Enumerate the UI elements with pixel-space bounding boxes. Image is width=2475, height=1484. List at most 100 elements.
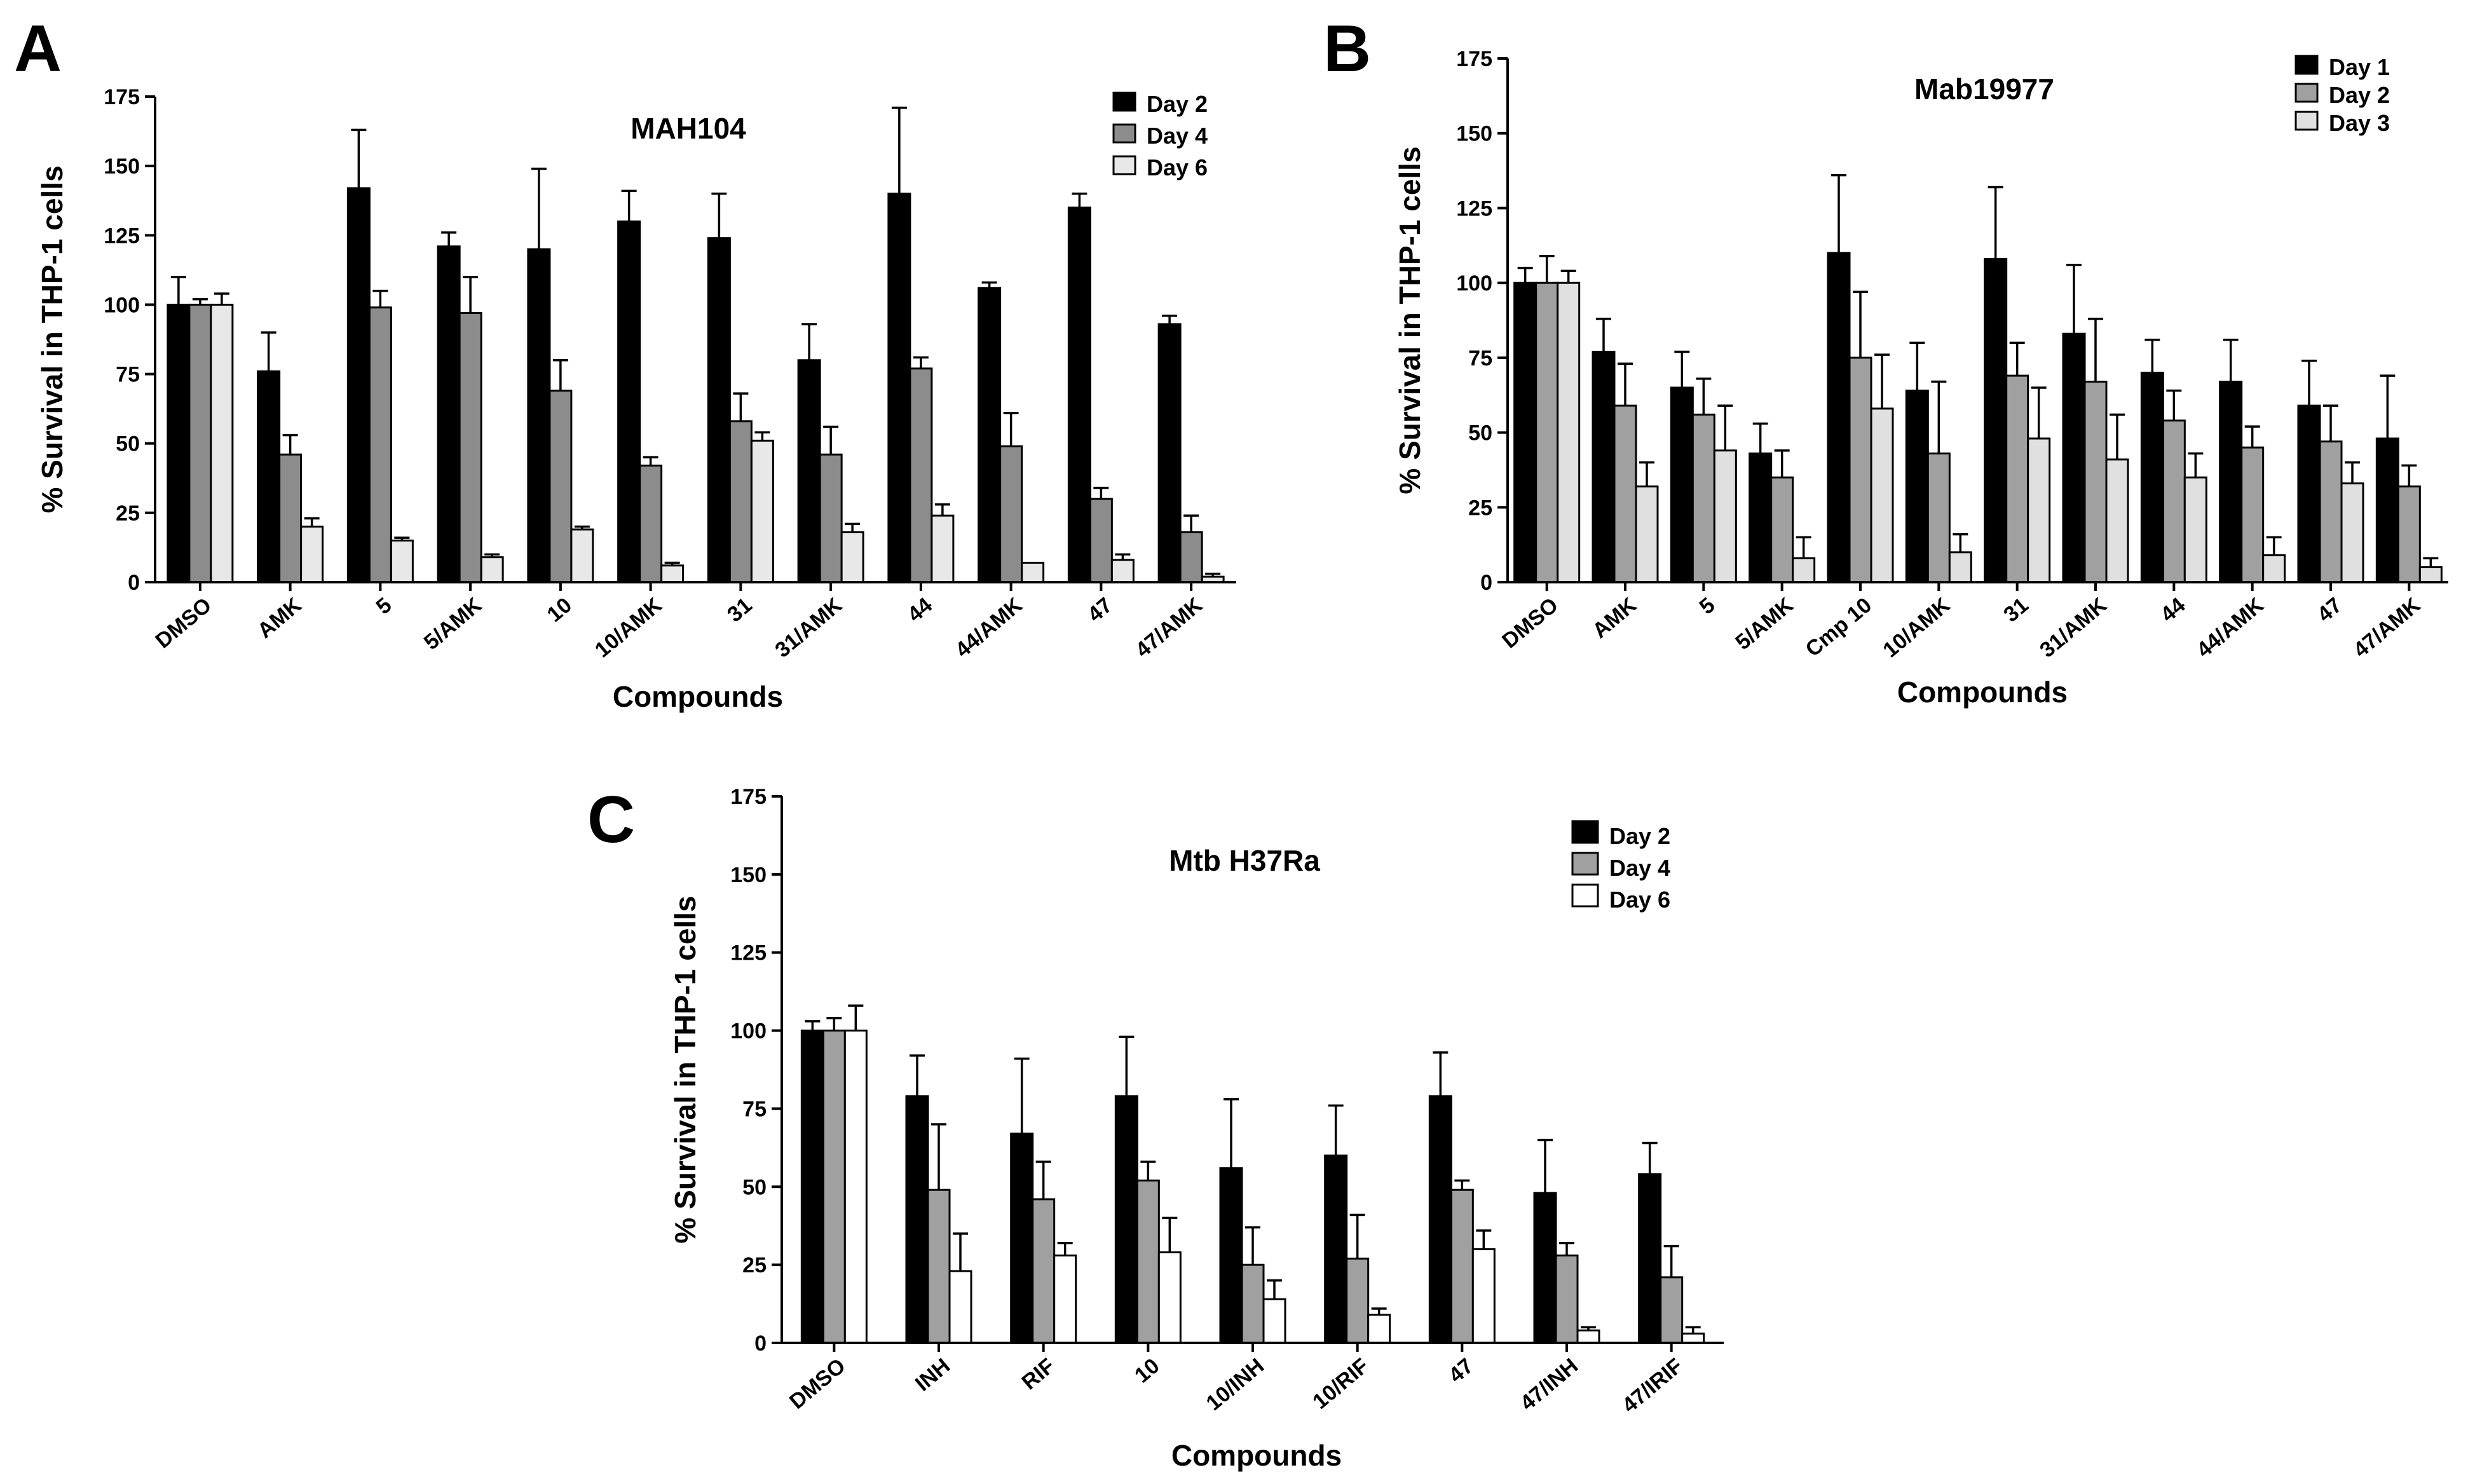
bar xyxy=(1450,1188,1474,1344)
bar xyxy=(2319,440,2343,583)
bar xyxy=(1557,282,1581,583)
legend-label: Day 4 xyxy=(1609,855,1670,881)
bar xyxy=(2083,381,2108,583)
bar xyxy=(210,303,234,583)
bar xyxy=(1691,413,1715,583)
bar xyxy=(1638,1173,1662,1344)
x-tick-label: 10 xyxy=(543,593,576,627)
bar xyxy=(660,564,685,583)
y-tick-label: 125 xyxy=(730,941,767,965)
bar xyxy=(1157,1251,1182,1344)
x-tick-label: 47/AMK xyxy=(2349,593,2425,663)
bar xyxy=(527,248,551,583)
legend-swatch xyxy=(1112,123,1136,144)
bar xyxy=(188,303,212,583)
y-axis-title: % Survival in THP-1 cells xyxy=(36,165,69,513)
bar xyxy=(1770,476,1794,583)
legend-swatch xyxy=(2294,83,2319,103)
y-tick-label: 50 xyxy=(116,432,140,456)
x-tick-label: 44 xyxy=(903,593,937,627)
legend-swatch xyxy=(2294,55,2319,75)
bar xyxy=(843,1030,868,1344)
x-tick-label: 47/IRIF xyxy=(1618,1354,1688,1418)
bar xyxy=(1713,449,1737,583)
bar xyxy=(1471,1248,1496,1344)
bar xyxy=(1681,1332,1705,1344)
legend-label: Day 3 xyxy=(2329,110,2390,136)
bar xyxy=(750,439,774,583)
bar xyxy=(1555,1254,1579,1344)
x-tick-label: 44/AMK xyxy=(2192,593,2268,663)
bar xyxy=(1089,498,1113,583)
bar xyxy=(278,453,303,583)
bar xyxy=(2005,374,2029,583)
bar xyxy=(2340,482,2364,583)
bar xyxy=(167,303,191,583)
bar xyxy=(346,187,371,583)
bar xyxy=(368,306,392,583)
bar xyxy=(1067,207,1091,583)
bar xyxy=(1114,1095,1138,1344)
bar xyxy=(2375,437,2399,583)
x-tick-label: 5 xyxy=(1695,593,1720,619)
y-tick-label: 150 xyxy=(1456,122,1492,146)
y-tick-label: 100 xyxy=(730,1019,767,1044)
legend-label: Day 2 xyxy=(1147,91,1208,117)
bar xyxy=(1179,531,1203,583)
x-tick-label: 47 xyxy=(1083,593,1117,627)
bar xyxy=(2219,381,2243,583)
x-axis-title: Compounds xyxy=(1897,676,2068,709)
bar xyxy=(458,312,482,583)
bar xyxy=(2418,566,2443,583)
bar xyxy=(1848,357,1872,583)
bar xyxy=(1984,257,2008,583)
bar xyxy=(1324,1154,1348,1344)
bar xyxy=(2027,437,2051,583)
bar xyxy=(800,1030,824,1344)
bar xyxy=(1428,1095,1452,1344)
legend-label: Day 1 xyxy=(2329,54,2390,80)
bar xyxy=(639,465,663,583)
bar xyxy=(1032,1198,1056,1344)
bar xyxy=(948,1270,972,1344)
x-tick-label: DMSO xyxy=(1497,593,1563,653)
bar xyxy=(2297,404,2321,583)
bar xyxy=(909,367,933,583)
y-tick-label: 150 xyxy=(730,863,767,887)
x-tick-label: 10/AMK xyxy=(590,593,667,663)
bar xyxy=(437,245,461,583)
bar xyxy=(2262,554,2286,583)
y-tick-label: 0 xyxy=(1480,571,1492,595)
bar xyxy=(1749,453,1773,583)
chart-mtb-h37ra: Mtb H37Ra 0 25 50 75 100 125 150 175 % Survival i… xyxy=(669,785,1724,1472)
x-axis-title: Compounds xyxy=(613,680,783,713)
bar xyxy=(822,1030,846,1344)
x-tick-label: AMK xyxy=(1588,593,1641,643)
x-tick-label: INH xyxy=(911,1354,955,1396)
bar xyxy=(1926,453,1951,583)
bar xyxy=(480,556,504,583)
bar xyxy=(1262,1298,1286,1344)
bar xyxy=(549,390,573,583)
y-tick-label: 75 xyxy=(1468,346,1492,371)
bar xyxy=(2140,371,2164,583)
panel-label-c: C xyxy=(587,783,635,857)
legend-label: Day 2 xyxy=(1609,823,1670,849)
bar xyxy=(1219,1167,1243,1344)
bar xyxy=(1905,390,1929,583)
x-tick-label: 31/AMK xyxy=(770,593,847,663)
legend-swatch xyxy=(1112,92,1136,112)
bar xyxy=(797,359,821,583)
bar xyxy=(1660,1276,1684,1344)
y-tick-label: 100 xyxy=(104,293,140,317)
y-tick-label: 125 xyxy=(104,224,140,248)
legend-swatch xyxy=(2294,111,2319,131)
x-tick-label: 44 xyxy=(2156,593,2190,627)
bar xyxy=(707,237,731,583)
bar xyxy=(2105,458,2129,583)
y-tick-label: 75 xyxy=(116,363,140,387)
x-tick-label: Cmp 10 xyxy=(1801,593,1877,662)
bar xyxy=(1021,561,1045,583)
x-tick-label: 31/AMK xyxy=(2035,593,2111,663)
